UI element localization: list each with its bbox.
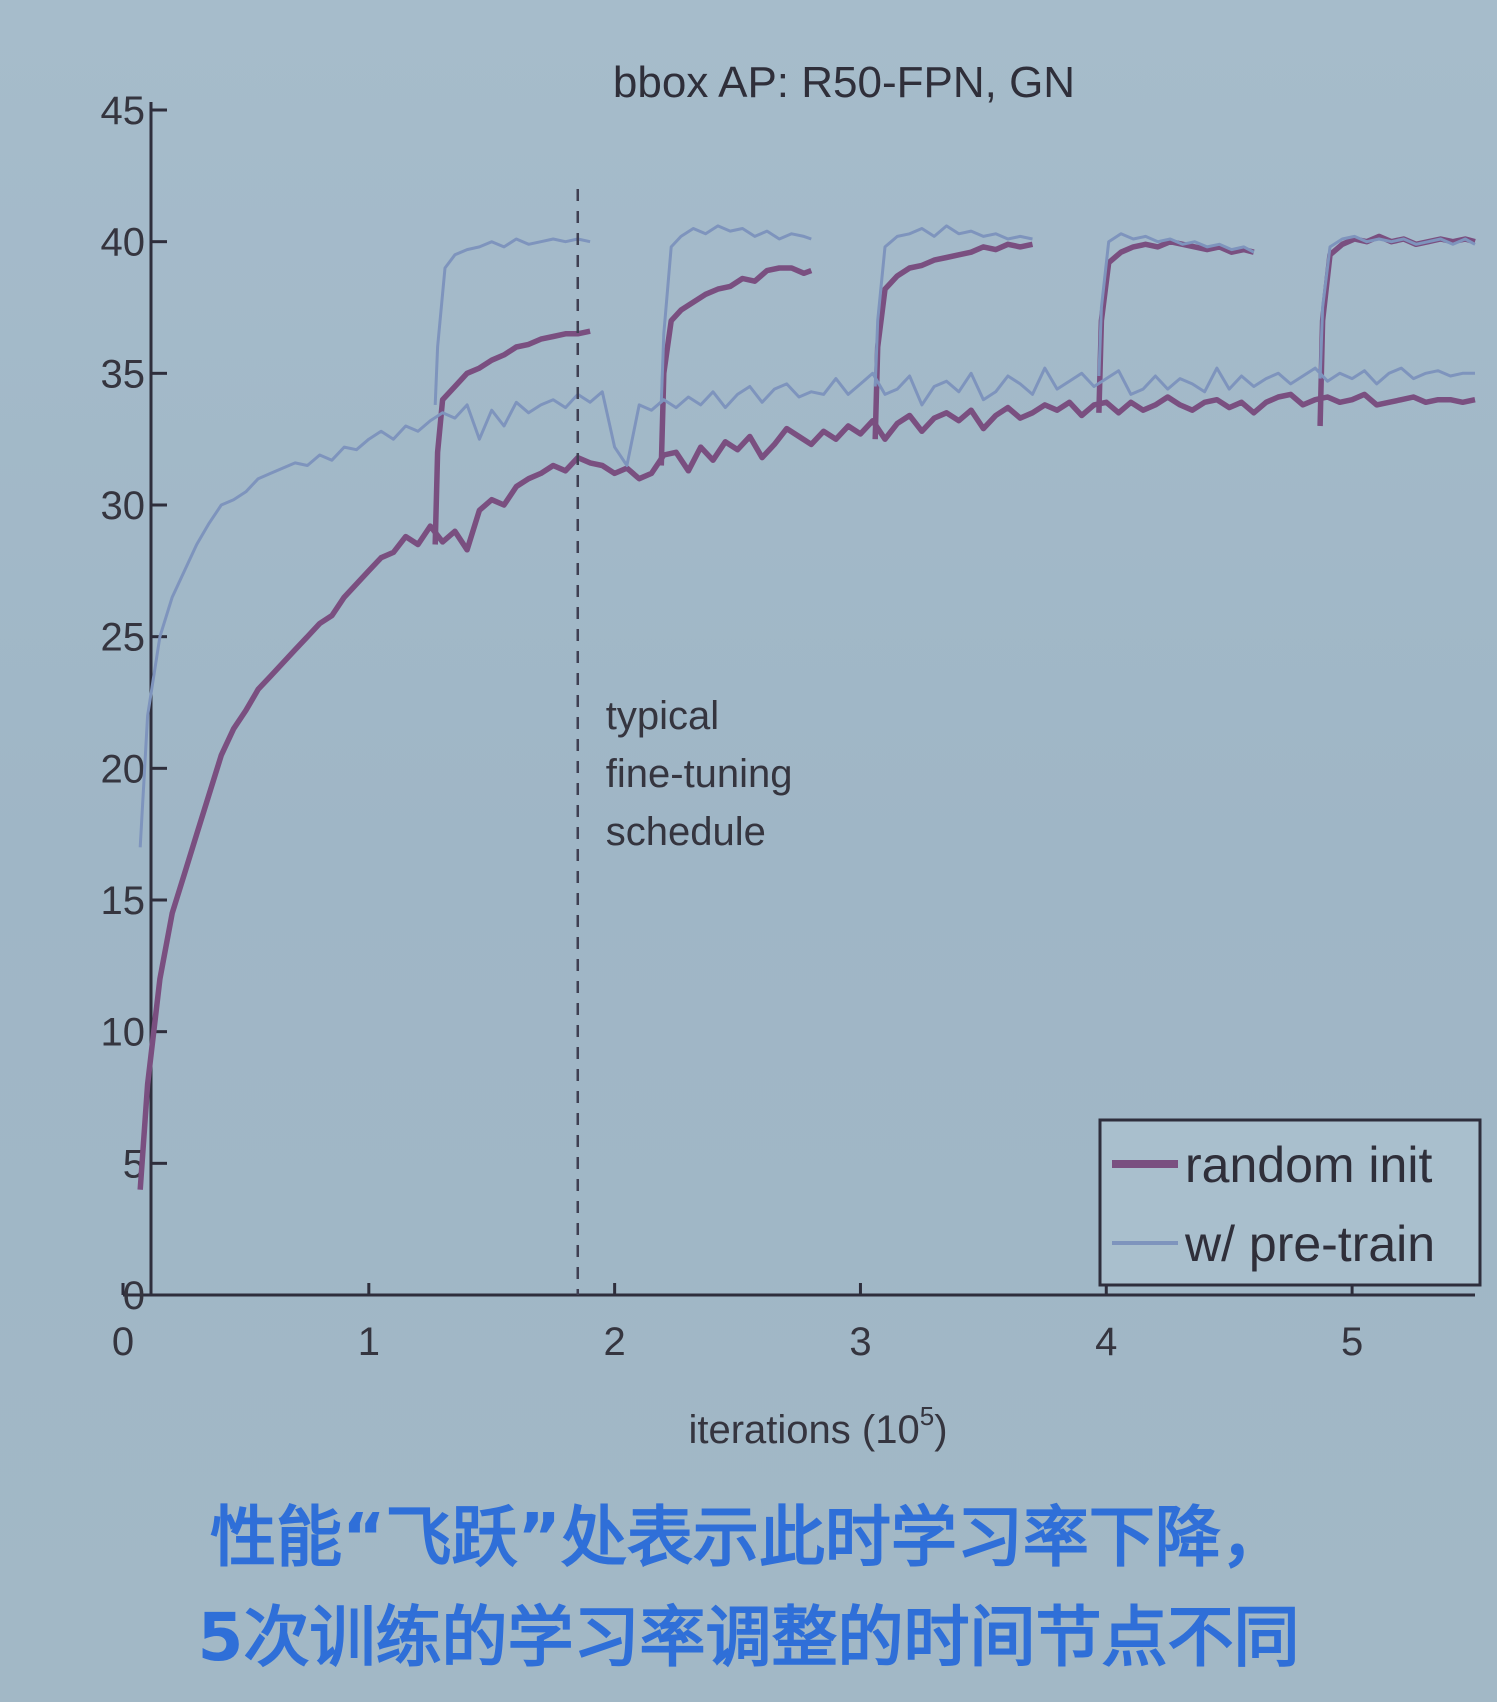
x-axis-label: iterations (105) [688, 1401, 947, 1452]
series-line-random-init-run-2 [432, 328, 591, 545]
legend-label-pre-train: w/ pre-train [1184, 1216, 1435, 1272]
y-tick-label: 10 [101, 1011, 146, 1055]
series-line-w-pre-train-run-5 [1097, 232, 1255, 377]
annotation-layer: typical fine-tuning schedule [576, 189, 793, 1295]
x-axis-label-main: iterations (10 [688, 1408, 919, 1452]
y-tick-label: 30 [101, 484, 146, 528]
series-layer [137, 224, 1476, 1190]
series-line-random-init-run-4 [872, 241, 1034, 440]
chart-title: bbox AP: R50-FPN, GN [613, 58, 1075, 107]
series-line-w-pre-train-run-3 [659, 224, 812, 403]
x-tick-label: 2 [604, 1320, 626, 1364]
chart: bbox AP: R50-FPN, GN 0 1 2 3 4 50510152025303… [101, 58, 1482, 1452]
annotation-line: typical [606, 694, 719, 738]
y-tick-label: 0 [123, 1274, 145, 1318]
series-line-w-pre-train-run-6 [1318, 234, 1476, 379]
x-tick-label: 4 [1095, 1320, 1117, 1364]
fine-tuning-annotation: typical fine-tuning schedule [606, 694, 793, 854]
y-tick-label: 35 [101, 352, 146, 396]
legend-box [1098, 1118, 1482, 1287]
series-line-w-pre-train-run-2 [433, 237, 591, 405]
x-tick-label: 0 [112, 1320, 134, 1364]
annotation-line: schedule [606, 810, 766, 854]
x-axis-label-suffix: ) [934, 1408, 947, 1452]
series-line-random-init-run-3 [658, 265, 813, 466]
y-tick-label: 20 [101, 747, 146, 791]
y-tick-label: 25 [101, 616, 146, 660]
x-tick-label: 3 [849, 1320, 871, 1364]
x-tick-label: 5 [1341, 1320, 1363, 1364]
y-tick-label: 40 [101, 221, 146, 265]
caption-line-2: 5次训练的学习率调整的时间节点不同 [197, 1599, 1300, 1676]
series-line-random-init-run-1 [137, 391, 1476, 1190]
series-line-w-pre-train-run-4 [873, 224, 1033, 387]
legend-label-random-init: random init [1185, 1137, 1432, 1193]
series-line-random-init-run-5 [1096, 238, 1255, 413]
annotation-line: fine-tuning [606, 752, 793, 796]
x-tick-label: 1 [358, 1320, 380, 1364]
y-tick-label: 45 [101, 89, 146, 133]
legend: random init w/ pre-train [1098, 1118, 1482, 1287]
series-line-w-pre-train-run-1 [138, 366, 1475, 848]
caption-line-1: 性能“飞跃”处表示此时学习率下降， [210, 1499, 1287, 1576]
x-axis-label-exponent: 5 [920, 1401, 934, 1431]
y-tick-label: 15 [101, 879, 146, 923]
